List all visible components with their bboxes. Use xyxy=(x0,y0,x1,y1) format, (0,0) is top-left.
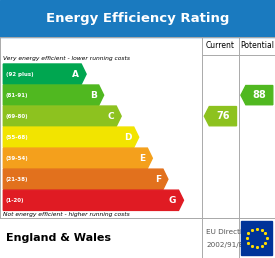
Text: G: G xyxy=(169,196,176,205)
Text: (1-20): (1-20) xyxy=(6,198,24,203)
Polygon shape xyxy=(3,190,183,211)
Polygon shape xyxy=(3,64,86,84)
Text: A: A xyxy=(72,70,79,79)
Text: D: D xyxy=(124,133,131,142)
Text: F: F xyxy=(155,175,161,184)
Polygon shape xyxy=(3,148,152,168)
Text: (55-68): (55-68) xyxy=(6,135,28,140)
Polygon shape xyxy=(3,85,104,105)
Text: C: C xyxy=(108,112,114,121)
Bar xyxy=(241,221,272,255)
Text: (69-80): (69-80) xyxy=(6,114,28,119)
Bar xyxy=(0,37,275,218)
Polygon shape xyxy=(3,169,168,189)
Polygon shape xyxy=(3,106,121,126)
Text: Very energy efficient - lower running costs: Very energy efficient - lower running co… xyxy=(3,56,130,61)
Text: (39-54): (39-54) xyxy=(6,156,28,161)
Polygon shape xyxy=(3,127,139,147)
Bar xyxy=(0,0,275,37)
Text: EU Directive: EU Directive xyxy=(206,229,251,235)
Text: Current: Current xyxy=(206,42,235,51)
Text: Potential: Potential xyxy=(240,42,274,51)
Text: (81-91): (81-91) xyxy=(6,93,28,98)
Text: 2002/91/EC: 2002/91/EC xyxy=(206,242,249,248)
Text: Not energy efficient - higher running costs: Not energy efficient - higher running co… xyxy=(3,212,130,217)
Text: (92 plus): (92 plus) xyxy=(6,72,33,77)
Text: 76: 76 xyxy=(216,111,230,121)
Text: 88: 88 xyxy=(252,90,266,100)
Text: B: B xyxy=(90,91,97,100)
Text: (21-38): (21-38) xyxy=(6,177,28,182)
Text: England & Wales: England & Wales xyxy=(6,233,111,243)
Polygon shape xyxy=(241,86,273,105)
Text: Energy Efficiency Rating: Energy Efficiency Rating xyxy=(46,12,229,25)
Text: E: E xyxy=(139,154,145,163)
Polygon shape xyxy=(204,107,236,126)
